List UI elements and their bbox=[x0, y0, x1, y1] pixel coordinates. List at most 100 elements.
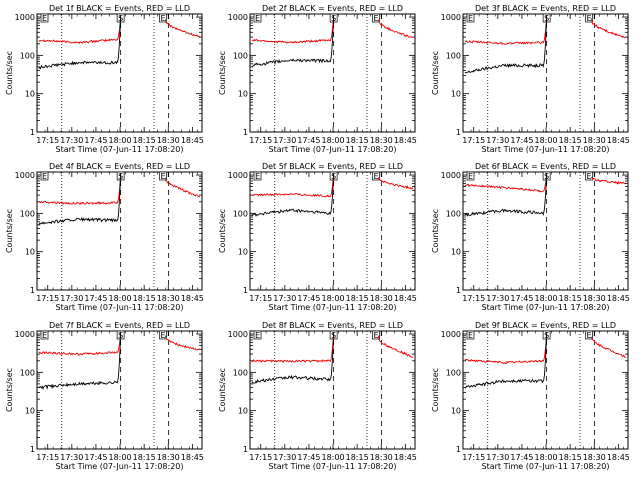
x-tick-label: 18:45 bbox=[181, 453, 204, 462]
y-axis-label: Counts/sec bbox=[431, 368, 440, 412]
x-tick-label: 18:15 bbox=[559, 136, 582, 145]
panel-det-2: Det 2f BLACK = Events, RED = LLD 1 10 100 10… bbox=[218, 4, 417, 154]
lld-series-line bbox=[590, 18, 626, 39]
x-tick-label: 18:00 bbox=[535, 453, 558, 462]
x-tick-label: 17:15 bbox=[36, 453, 59, 462]
x-axis-label: Start Time (07-Jun-11 17:08:20) bbox=[482, 303, 610, 312]
event-marker-box bbox=[40, 330, 49, 340]
x-tick-label: 18:30 bbox=[583, 294, 606, 303]
y-tick-label: 10 bbox=[25, 90, 35, 99]
panel-title: Det 5f BLACK = Events, RED = LLD bbox=[262, 162, 403, 171]
panel-det-7: Det 7f BLACK = Events, RED = LLD 1 10 100 10… bbox=[5, 321, 204, 471]
x-tick-label: 17:15 bbox=[462, 453, 485, 462]
y-tick-label: 1 bbox=[30, 445, 35, 454]
y-axis-label: Counts/sec bbox=[5, 368, 14, 412]
y-axis-label: Counts/sec bbox=[218, 209, 227, 253]
events-series-line bbox=[38, 173, 122, 226]
x-tick-label: 18:30 bbox=[583, 136, 606, 145]
panel-det-1: Det 1f BLACK = Events, RED = LLD 1 10 100 10… bbox=[5, 4, 204, 154]
event-marker-label: E bbox=[586, 331, 591, 340]
y-tick-label: 1 bbox=[30, 128, 35, 137]
x-tick-label: 18:30 bbox=[157, 453, 180, 462]
event-marker-box bbox=[253, 330, 262, 340]
events-series-line bbox=[38, 332, 122, 390]
x-tick-label: 17:30 bbox=[273, 136, 296, 145]
x-tick-label: 18:45 bbox=[181, 294, 204, 303]
lld-series-line bbox=[590, 336, 627, 359]
lld-series-line bbox=[464, 173, 548, 193]
x-tick-label: 17:15 bbox=[462, 136, 485, 145]
panel-det-8: Det 8f BLACK = Events, RED = LLD 1 10 100 10… bbox=[218, 321, 417, 471]
panel-title: Det 3f BLACK = Events, RED = LLD bbox=[475, 4, 616, 13]
event-marker-label: E bbox=[42, 172, 47, 181]
y-tick-label: 100 bbox=[20, 368, 35, 377]
event-marker-box bbox=[466, 13, 475, 23]
x-tick-label: 18:00 bbox=[535, 136, 558, 145]
x-tick-label: 17:45 bbox=[297, 294, 320, 303]
event-marker-label: E bbox=[586, 172, 591, 181]
x-tick-label: 17:45 bbox=[84, 294, 107, 303]
x-axis-label: Start Time (07-Jun-11 17:08:20) bbox=[56, 462, 184, 471]
events-series-line bbox=[251, 15, 335, 67]
y-axis-label: Counts/sec bbox=[5, 51, 14, 95]
event-marker-box bbox=[585, 330, 593, 340]
lld-series-line bbox=[590, 176, 627, 185]
x-tick-label: 18:00 bbox=[322, 453, 345, 462]
event-marker-box bbox=[372, 330, 380, 340]
y-tick-label: 100 bbox=[20, 51, 35, 60]
y-tick-label: 10 bbox=[25, 248, 35, 257]
y-tick-label: 100 bbox=[446, 51, 461, 60]
x-tick-label: 18:45 bbox=[181, 136, 204, 145]
event-marker-box bbox=[372, 13, 380, 23]
y-tick-label: 1 bbox=[243, 445, 248, 454]
event-marker-label: E bbox=[160, 14, 165, 23]
event-marker-box bbox=[253, 171, 262, 181]
x-tick-label: 17:15 bbox=[36, 294, 59, 303]
x-tick-label: 18:45 bbox=[607, 453, 630, 462]
event-marker-label: E bbox=[255, 172, 260, 181]
x-tick-label: 18:00 bbox=[109, 453, 132, 462]
event-marker-label: E bbox=[373, 172, 378, 181]
y-tick-label: 10 bbox=[25, 407, 35, 416]
event-marker-label: E bbox=[468, 172, 473, 181]
x-tick-label: 18:45 bbox=[394, 136, 417, 145]
event-marker-label: E bbox=[586, 14, 591, 23]
event-marker-label: E bbox=[255, 331, 260, 340]
y-tick-label: 1000 bbox=[441, 171, 461, 180]
events-series-line bbox=[38, 15, 122, 70]
x-tick-label: 18:15 bbox=[346, 294, 369, 303]
x-tick-label: 18:00 bbox=[109, 136, 132, 145]
x-tick-label: 17:30 bbox=[486, 453, 509, 462]
y-tick-label: 1000 bbox=[441, 13, 461, 22]
y-tick-label: 100 bbox=[233, 209, 248, 218]
x-tick-label: 18:15 bbox=[133, 453, 156, 462]
lld-series-line bbox=[464, 15, 548, 45]
x-tick-label: 18:45 bbox=[607, 136, 630, 145]
events-series-line bbox=[464, 173, 548, 217]
x-tick-label: 17:30 bbox=[486, 136, 509, 145]
x-tick-label: 17:45 bbox=[84, 136, 107, 145]
x-tick-label: 18:00 bbox=[322, 136, 345, 145]
x-tick-label: 18:15 bbox=[346, 136, 369, 145]
lld-series-line bbox=[377, 177, 414, 190]
event-marker-box bbox=[585, 171, 593, 181]
y-tick-label: 1000 bbox=[228, 330, 248, 339]
panel-title: Det 7f BLACK = Events, RED = LLD bbox=[49, 321, 190, 330]
y-axis-label: Counts/sec bbox=[431, 209, 440, 253]
y-tick-label: 100 bbox=[20, 209, 35, 218]
event-marker-label: E bbox=[160, 172, 165, 181]
y-tick-label: 100 bbox=[446, 368, 461, 377]
panel-det-6: Det 6f BLACK = Events, RED = LLD 1 10 100 10… bbox=[431, 162, 630, 312]
lld-series-line bbox=[38, 332, 122, 356]
x-tick-label: 18:30 bbox=[370, 453, 393, 462]
x-tick-label: 17:45 bbox=[510, 294, 533, 303]
x-tick-label: 17:45 bbox=[510, 136, 533, 145]
event-marker-label: E bbox=[468, 331, 473, 340]
panel-det-5: Det 5f BLACK = Events, RED = LLD 1 10 100 10… bbox=[218, 162, 417, 312]
y-tick-label: 1000 bbox=[228, 171, 248, 180]
y-tick-label: 1 bbox=[456, 445, 461, 454]
x-tick-label: 18:30 bbox=[157, 294, 180, 303]
x-tick-label: 18:15 bbox=[133, 294, 156, 303]
event-marker-box bbox=[466, 330, 475, 340]
x-axis-label: Start Time (07-Jun-11 17:08:20) bbox=[56, 145, 184, 154]
